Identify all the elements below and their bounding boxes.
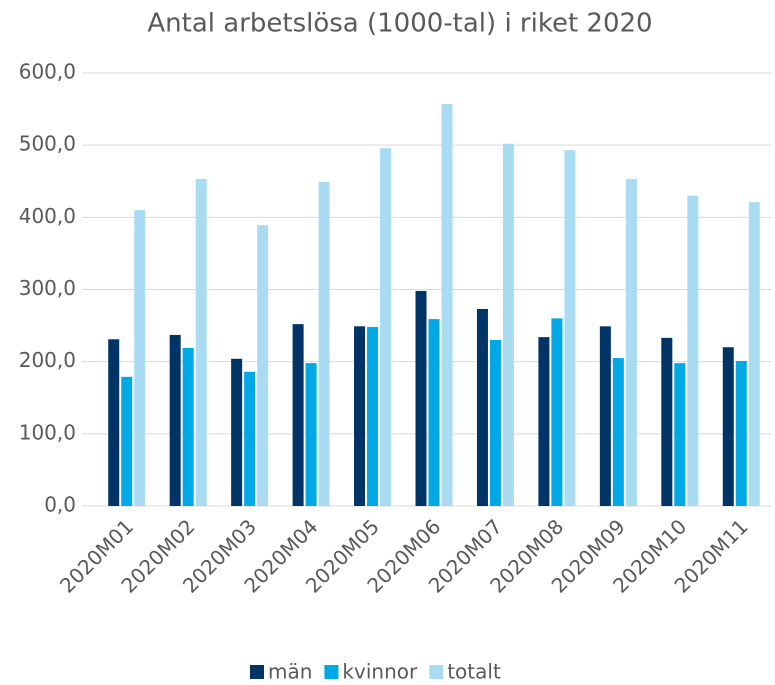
bar bbox=[661, 337, 673, 506]
bar bbox=[415, 290, 427, 506]
bar bbox=[476, 308, 488, 506]
y-tick-label: 300,0 bbox=[19, 276, 76, 300]
bar bbox=[687, 195, 699, 506]
legend-swatch bbox=[429, 665, 444, 679]
bar bbox=[441, 104, 453, 506]
bar bbox=[612, 358, 624, 506]
bar bbox=[538, 337, 550, 506]
bar bbox=[599, 326, 611, 506]
bar bbox=[625, 179, 637, 506]
bar bbox=[292, 324, 304, 506]
bar bbox=[244, 371, 256, 506]
bar bbox=[367, 327, 379, 506]
bar bbox=[108, 339, 120, 506]
bar bbox=[551, 318, 563, 506]
legend-label: män bbox=[268, 660, 312, 684]
bar bbox=[502, 143, 514, 506]
bar bbox=[564, 150, 576, 507]
bar bbox=[305, 363, 317, 506]
legend-label: kvinnor bbox=[342, 660, 418, 684]
bar bbox=[182, 347, 194, 506]
bar bbox=[257, 225, 269, 506]
y-tick-label: 0,0 bbox=[44, 493, 76, 517]
bar bbox=[231, 358, 243, 506]
bar bbox=[318, 181, 330, 506]
y-tick-label: 100,0 bbox=[19, 420, 76, 444]
chart-title: Antal arbetslösa (1000-tal) i riket 2020 bbox=[147, 9, 652, 39]
bar bbox=[169, 334, 181, 506]
bar bbox=[722, 347, 734, 506]
bar bbox=[735, 360, 747, 506]
bar bbox=[354, 326, 366, 506]
legend-label: totalt bbox=[447, 660, 501, 684]
y-tick-label: 400,0 bbox=[19, 204, 76, 228]
bar bbox=[134, 210, 146, 506]
bar bbox=[489, 340, 501, 506]
bar bbox=[195, 179, 207, 506]
bar bbox=[428, 319, 440, 506]
legend-swatch bbox=[250, 665, 264, 679]
bar bbox=[748, 202, 760, 506]
bar bbox=[380, 148, 392, 506]
bar bbox=[674, 363, 686, 506]
y-tick-label: 500,0 bbox=[19, 132, 76, 156]
y-tick-label: 600,0 bbox=[19, 60, 76, 84]
bar bbox=[121, 376, 133, 506]
legend-swatch bbox=[324, 665, 339, 679]
y-tick-label: 200,0 bbox=[19, 348, 76, 372]
